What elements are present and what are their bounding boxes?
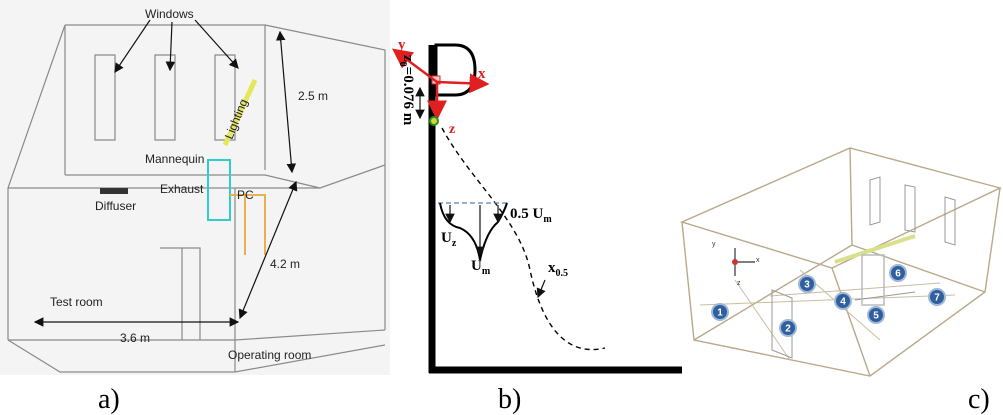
label: Windows [145, 7, 194, 21]
zone-number: 7 [934, 293, 940, 304]
zone-badge: 7 [929, 289, 945, 305]
zone-badge: 4 [835, 293, 851, 309]
axis-label: y [712, 241, 716, 248]
zone-number: 6 [895, 269, 901, 280]
arrow [538, 280, 545, 297]
page: {"panel_a": {"label": "a)", "windows": "… [0, 0, 1003, 415]
lighting-bar [835, 236, 915, 262]
label: PC [237, 188, 254, 202]
um-label: Um [471, 258, 491, 277]
panel-a: Windows 2.5 m Lighting Mannequin Exhaust… [0, 0, 390, 415]
uz-label: Uz [441, 230, 457, 249]
zone-number: 5 [873, 311, 879, 322]
panel-b: y x z z0=0.076 m 0.5 Um Uz Um x0.5 b) [394, 37, 682, 415]
label: 4.2 m [270, 257, 300, 271]
label: Mannequin [145, 152, 204, 166]
zone-number: 4 [840, 297, 846, 308]
zone-badge: 2 [780, 320, 796, 336]
jet-origin [430, 117, 438, 125]
diffuser-mark [100, 188, 128, 194]
fixtures [772, 177, 955, 358]
label: 3.6 m [120, 331, 150, 345]
lamp [436, 45, 475, 95]
label: Test room [50, 295, 103, 309]
zones: 1 2 3 4 5 6 7 [712, 265, 945, 336]
zone-number: 3 [804, 280, 810, 291]
panel-label: b) [498, 384, 521, 415]
label: 2.5 m [298, 89, 328, 103]
x05-label: x0.5 [548, 260, 568, 279]
lamp-origin [732, 259, 738, 265]
zone-badge: 1 [712, 304, 728, 320]
panel-label: a) [98, 384, 120, 415]
zone-number: 1 [717, 308, 723, 319]
jet-centerline [442, 128, 605, 350]
zone-badge: 3 [799, 276, 815, 292]
panel-label: c) [968, 384, 990, 415]
label: Diffuser [95, 199, 136, 213]
axis-label: y [398, 37, 406, 53]
label: Exhaust [160, 182, 204, 196]
label: Operating room [228, 348, 311, 362]
axis-label: z [737, 280, 741, 287]
panel-c: y x z 1 2 3 4 5 6 7 c) [682, 148, 1000, 415]
axis-label: x [756, 257, 760, 264]
axis-label: x [478, 66, 486, 82]
axis-label: z [449, 122, 455, 137]
figure: Windows 2.5 m Lighting Mannequin Exhaust… [0, 0, 1003, 415]
zone-number: 2 [785, 324, 791, 335]
zone-badge: 6 [890, 265, 906, 281]
half-velocity-label: 0.5 Um [510, 206, 552, 225]
zone-badge: 5 [868, 307, 884, 323]
